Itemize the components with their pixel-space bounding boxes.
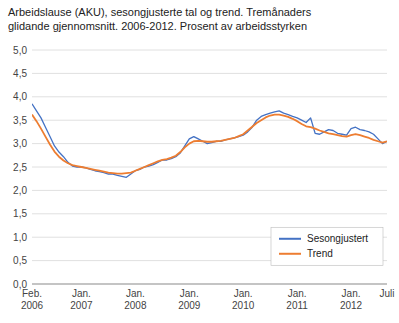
x-tick-label: Juli <box>379 288 394 299</box>
x-tick-label: Jan.2009 <box>178 288 201 311</box>
y-tick-label: 2,5 <box>13 162 27 173</box>
y-tick-label: 1,0 <box>13 232 27 243</box>
grid-line <box>32 213 387 214</box>
background <box>0 0 399 323</box>
x-axis <box>32 284 387 285</box>
y-tick-label: 4,0 <box>13 91 27 102</box>
grid-line <box>32 96 387 97</box>
x-tick-label: Jan.2011 <box>286 288 308 311</box>
series-line <box>32 104 387 177</box>
grid-line <box>32 120 387 121</box>
y-tick-label: 3,5 <box>13 115 27 126</box>
legend: Sesongjustert Trend <box>271 227 383 265</box>
x-tick-label: Jan.2007 <box>70 288 93 311</box>
grid-line <box>32 50 387 51</box>
y-tick-label: 5,0 <box>13 45 27 56</box>
legend-label: Sesongjustert <box>307 233 368 244</box>
grid-line <box>32 190 387 191</box>
x-tick-label: Jan.2008 <box>124 288 147 311</box>
legend-frame <box>271 227 383 265</box>
chart: Arbeidslause (AKU), sesongjusterte tal o… <box>0 0 399 323</box>
y-tick-label: 3,0 <box>13 138 27 149</box>
legend-label: Trend <box>307 248 333 259</box>
grid-line <box>32 73 387 74</box>
y-tick-label: 2,0 <box>13 185 27 196</box>
legend-swatch <box>279 238 301 240</box>
x-tick-label: Jan.2012 <box>340 288 363 311</box>
legend-swatch <box>279 253 301 255</box>
plot-area <box>32 104 387 177</box>
series-line <box>32 115 387 174</box>
grid-line <box>32 284 387 285</box>
x-tick-label: Jan.2010 <box>232 288 255 311</box>
y-tick-label: 4,5 <box>13 68 27 79</box>
y-tick-label: 0,5 <box>13 255 27 266</box>
y-tick-label: 1,5 <box>13 208 27 219</box>
title: Arbeidslause (AKU), sesongjusterte tal o… <box>8 6 312 32</box>
x-tick-label: Feb.2006 <box>21 288 44 311</box>
